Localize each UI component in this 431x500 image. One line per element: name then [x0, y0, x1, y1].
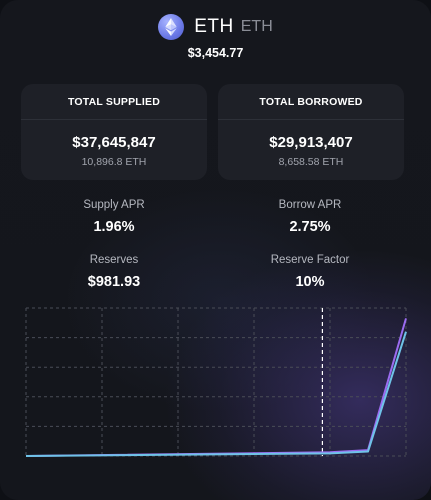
total-borrowed-box: TOTAL BORROWED $29,913,407 8,658.58 ETH	[218, 84, 404, 180]
reserve-factor-label: Reserve Factor	[270, 254, 350, 266]
token-symbol: ETH	[194, 16, 234, 37]
reserve-factor-value: 10%	[295, 274, 325, 290]
reserves-label: Reserves	[89, 254, 139, 266]
borrow-apr-metric: Borrow APR 2.75%	[240, 199, 380, 235]
supply-apr-metric: Supply APR 1.96%	[44, 199, 184, 235]
total-supplied-box: TOTAL SUPPLIED $37,645,847 10,896.8 ETH	[21, 84, 207, 180]
reserves-metric: Reserves $981.93	[44, 254, 184, 290]
total-supplied-title: TOTAL SUPPLIED	[21, 84, 207, 120]
total-borrowed-eth: 8,658.58 ETH	[278, 156, 344, 168]
reserves-value: $981.93	[87, 274, 141, 290]
token-price: $3,454.77	[187, 46, 244, 60]
borrow-apr-label: Borrow APR	[278, 199, 342, 211]
supply-apr-label: Supply APR	[83, 199, 145, 211]
total-supplied-eth: 10,896.8 ETH	[81, 156, 147, 168]
supply-apr-value: 1.96%	[93, 219, 135, 235]
supply-rate-line	[25, 331, 407, 457]
borrow-apr-value: 2.75%	[289, 219, 331, 235]
ethereum-icon	[158, 14, 185, 40]
interest-rate-chart[interactable]	[24, 306, 408, 458]
borrow-rate-line	[25, 318, 407, 457]
reserve-factor-metric: Reserve Factor 10%	[240, 254, 380, 290]
total-borrowed-value: $29,913,407	[269, 134, 353, 151]
token-subtitle: ETH	[240, 18, 273, 35]
total-supplied-value: $37,645,847	[72, 134, 156, 151]
market-header: ETH ETH	[0, 14, 431, 40]
total-borrowed-title: TOTAL BORROWED	[218, 84, 404, 120]
